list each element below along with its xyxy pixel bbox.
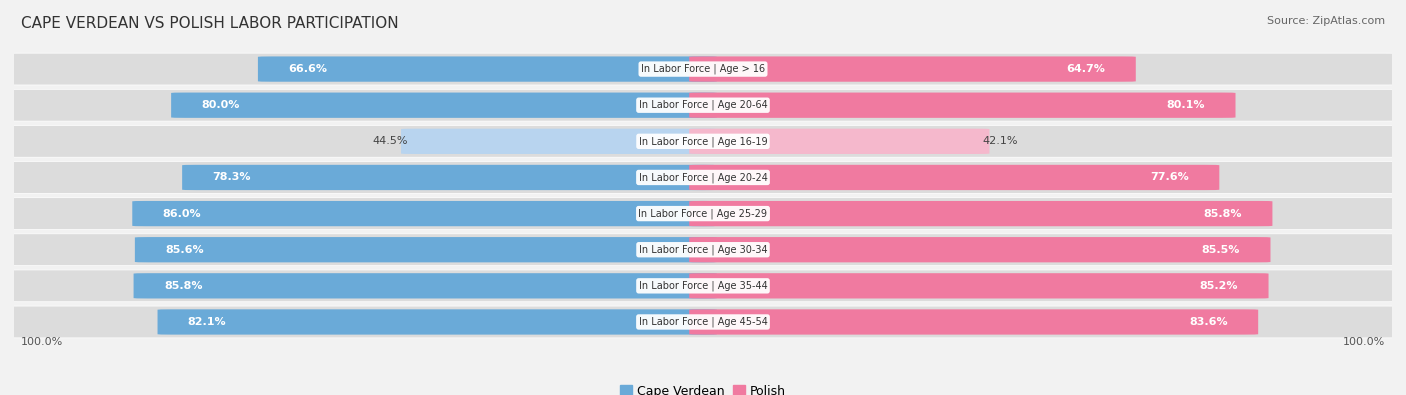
Text: Source: ZipAtlas.com: Source: ZipAtlas.com <box>1267 16 1385 26</box>
Text: 66.6%: 66.6% <box>288 64 328 74</box>
FancyBboxPatch shape <box>0 126 1406 157</box>
Text: In Labor Force | Age 30-34: In Labor Force | Age 30-34 <box>638 245 768 255</box>
Text: 100.0%: 100.0% <box>1343 337 1385 347</box>
Text: 64.7%: 64.7% <box>1067 64 1105 74</box>
FancyBboxPatch shape <box>132 201 717 226</box>
FancyBboxPatch shape <box>172 92 717 118</box>
Text: 80.0%: 80.0% <box>201 100 240 110</box>
Text: 77.6%: 77.6% <box>1150 173 1189 182</box>
FancyBboxPatch shape <box>689 92 1236 118</box>
Text: In Labor Force | Age 20-24: In Labor Force | Age 20-24 <box>638 172 768 183</box>
Text: 82.1%: 82.1% <box>188 317 226 327</box>
Text: 42.1%: 42.1% <box>983 136 1018 146</box>
Text: In Labor Force | Age 25-29: In Labor Force | Age 25-29 <box>638 208 768 219</box>
FancyBboxPatch shape <box>689 309 1258 335</box>
FancyBboxPatch shape <box>401 129 717 154</box>
Text: 85.8%: 85.8% <box>165 281 202 291</box>
FancyBboxPatch shape <box>689 273 1268 299</box>
Text: In Labor Force | Age 20-64: In Labor Force | Age 20-64 <box>638 100 768 111</box>
Text: In Labor Force | Age 35-44: In Labor Force | Age 35-44 <box>638 280 768 291</box>
Text: 85.5%: 85.5% <box>1202 245 1240 255</box>
FancyBboxPatch shape <box>135 237 717 262</box>
FancyBboxPatch shape <box>0 53 1406 85</box>
Text: 83.6%: 83.6% <box>1189 317 1227 327</box>
FancyBboxPatch shape <box>0 198 1406 229</box>
Text: 86.0%: 86.0% <box>163 209 201 218</box>
FancyBboxPatch shape <box>689 129 990 154</box>
Text: In Labor Force | Age 45-54: In Labor Force | Age 45-54 <box>638 317 768 327</box>
FancyBboxPatch shape <box>157 309 717 335</box>
Text: In Labor Force | Age 16-19: In Labor Force | Age 16-19 <box>638 136 768 147</box>
Text: CAPE VERDEAN VS POLISH LABOR PARTICIPATION: CAPE VERDEAN VS POLISH LABOR PARTICIPATI… <box>21 16 399 31</box>
FancyBboxPatch shape <box>689 56 1136 82</box>
FancyBboxPatch shape <box>689 237 1271 262</box>
FancyBboxPatch shape <box>0 270 1406 302</box>
Text: In Labor Force | Age > 16: In Labor Force | Age > 16 <box>641 64 765 74</box>
FancyBboxPatch shape <box>0 306 1406 338</box>
Legend: Cape Verdean, Polish: Cape Verdean, Polish <box>614 380 792 395</box>
Text: 44.5%: 44.5% <box>373 136 408 146</box>
FancyBboxPatch shape <box>183 165 717 190</box>
FancyBboxPatch shape <box>689 165 1219 190</box>
FancyBboxPatch shape <box>0 162 1406 194</box>
FancyBboxPatch shape <box>0 89 1406 121</box>
FancyBboxPatch shape <box>134 273 717 299</box>
Text: 85.8%: 85.8% <box>1204 209 1241 218</box>
FancyBboxPatch shape <box>257 56 717 82</box>
Text: 100.0%: 100.0% <box>21 337 63 347</box>
Text: 80.1%: 80.1% <box>1167 100 1205 110</box>
Text: 78.3%: 78.3% <box>212 173 250 182</box>
Text: 85.6%: 85.6% <box>165 245 204 255</box>
Text: 85.2%: 85.2% <box>1199 281 1239 291</box>
FancyBboxPatch shape <box>689 201 1272 226</box>
FancyBboxPatch shape <box>0 234 1406 265</box>
